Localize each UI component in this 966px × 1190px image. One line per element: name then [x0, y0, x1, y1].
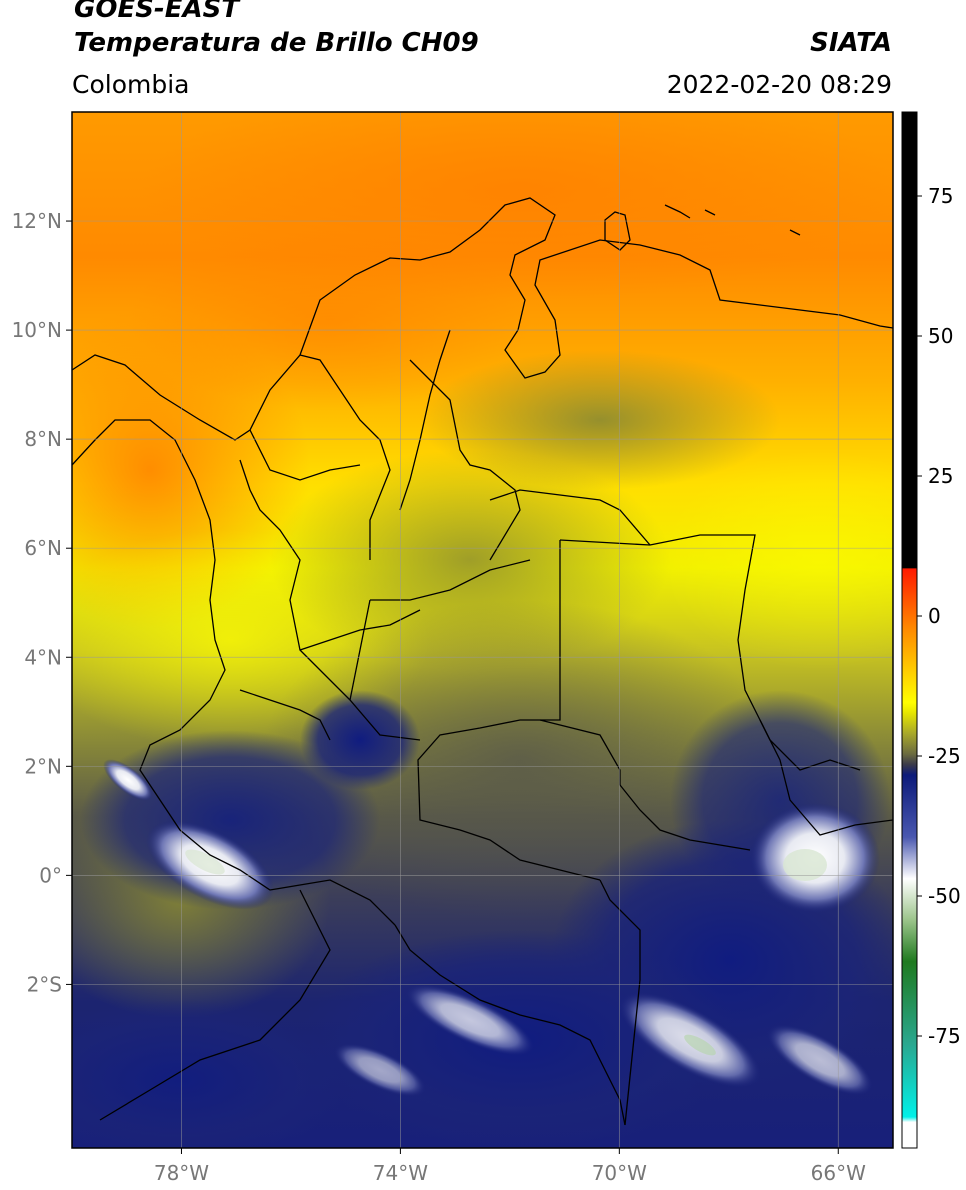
coastlines-and-borders	[72, 197, 893, 1126]
region-label: Colombia	[72, 70, 190, 99]
agency-label: SIATA	[810, 28, 892, 58]
satellite-imagery	[72, 112, 893, 1148]
colorbar-tick-label: -75	[928, 1024, 961, 1048]
colorbar-tick-label: -50	[928, 884, 961, 908]
lon-tick-label: 78°W	[154, 1161, 209, 1185]
lat-tick-label: 12°N	[12, 209, 62, 233]
lat-tick-label: 2°N	[24, 754, 62, 778]
colorbar-tick-label: 25	[928, 464, 953, 488]
lon-tick-label: 70°W	[592, 1161, 647, 1185]
lon-tick-label: 74°W	[373, 1161, 428, 1185]
product-title: Temperatura de Brillo CH09	[74, 28, 479, 58]
latitude-ticks: 12°N 10°N 8°N 6°N 4°N 2°N 0° 2°S	[12, 209, 72, 996]
longitude-ticks: 78°W 74°W 70°W 66°W	[154, 1148, 866, 1185]
lat-tick-label: 8°N	[24, 427, 62, 451]
datetime-label: 2022-02-20 08:29	[666, 70, 892, 99]
colorbar-frame	[901, 111, 918, 1149]
lat-tick-label: 0°	[39, 863, 62, 887]
lat-tick-label: 10°N	[12, 318, 62, 342]
colorbar-ticks: 75 50 25 0 -25 -50 -75	[917, 184, 961, 1048]
map-frame	[71, 111, 894, 1149]
colorbar-tick-label: 75	[928, 184, 953, 208]
lon-tick-label: 66°W	[811, 1161, 866, 1185]
graticule	[72, 112, 893, 1148]
lat-tick-label: 2°S	[27, 972, 62, 996]
lat-tick-label: 4°N	[24, 645, 62, 669]
colorbar-tick-label: -25	[928, 744, 961, 768]
colorbar-tick-label: 50	[928, 324, 953, 348]
colorbar-tick-label: 0	[928, 604, 941, 628]
satellite-title: GOES-EAST	[74, 0, 240, 24]
lat-tick-label: 6°N	[24, 536, 62, 560]
colorbar	[902, 112, 917, 1148]
